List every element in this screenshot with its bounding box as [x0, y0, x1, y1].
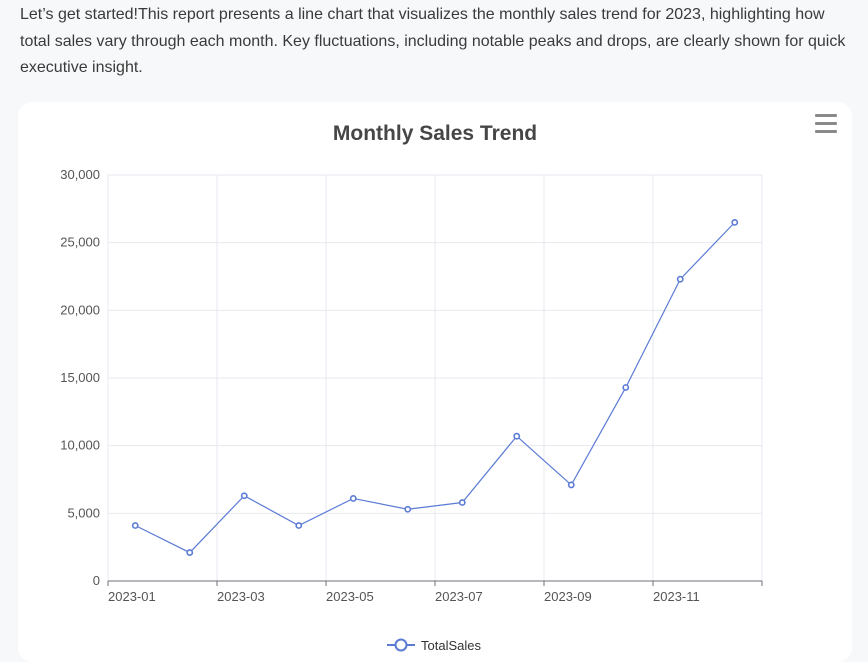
data-point[interactable] — [295, 522, 303, 529]
data-point[interactable] — [731, 218, 739, 226]
data-point[interactable] — [404, 505, 412, 513]
hamburger-menu-icon[interactable] — [815, 113, 837, 133]
x-tick-label: 2023-03 — [217, 589, 265, 604]
intro-paragraph: Let’s get started!This report presents a… — [20, 6, 846, 76]
y-tick-label: 15,000 — [60, 370, 100, 385]
data-point[interactable] — [567, 481, 575, 489]
y-tick-label: 30,000 — [60, 167, 100, 182]
y-tick-label: 5,000 — [67, 505, 100, 520]
x-tick-label: 2023-09 — [544, 589, 592, 604]
x-tick-label: 2023-05 — [326, 589, 374, 604]
data-point[interactable] — [622, 384, 630, 391]
data-point[interactable] — [131, 522, 139, 529]
series-line-totalsales — [134, 221, 736, 554]
data-point[interactable] — [186, 549, 194, 556]
x-tick-label: 2023-01 — [108, 589, 156, 604]
data-point[interactable] — [240, 492, 248, 500]
y-tick-label: 25,000 — [60, 235, 100, 250]
data-point[interactable] — [513, 432, 521, 440]
data-point[interactable] — [676, 275, 684, 283]
y-tick-label: 0 — [93, 573, 100, 588]
legend-circle-icon[interactable] — [394, 638, 408, 652]
x-tick-label: 2023-07 — [435, 589, 483, 604]
chart-title: Monthly Sales Trend — [333, 122, 537, 145]
y-tick-label: 20,000 — [60, 302, 100, 317]
data-point[interactable] — [349, 495, 357, 502]
x-tick-label: 2023-11 — [653, 589, 700, 604]
y-tick-label: 10,000 — [60, 438, 100, 453]
legend-label[interactable]: TotalSales — [421, 638, 481, 653]
data-point[interactable] — [458, 499, 466, 506]
